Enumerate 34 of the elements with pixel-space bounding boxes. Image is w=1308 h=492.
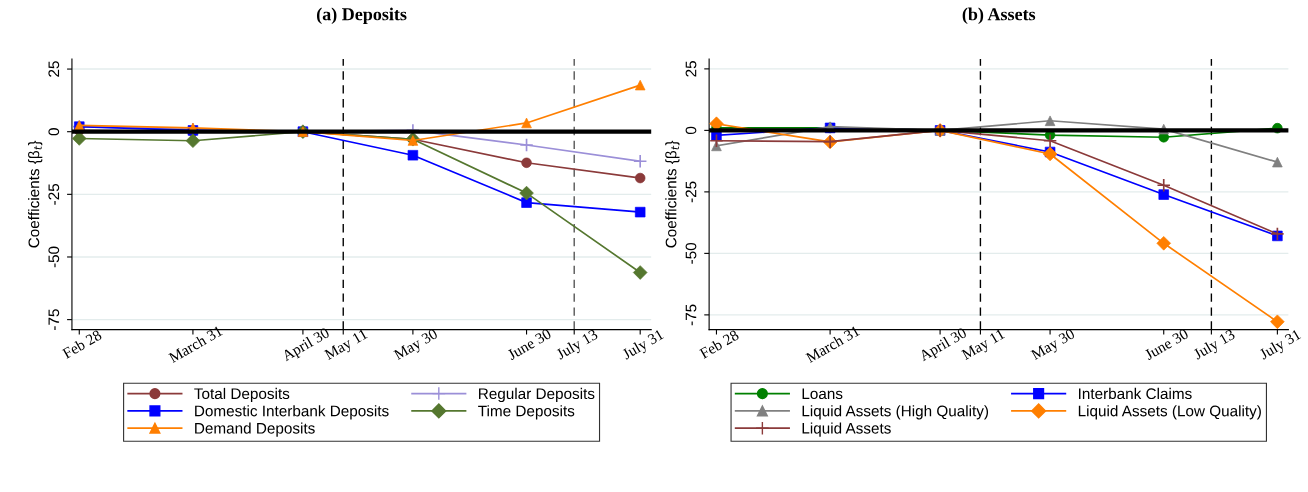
- legend-label: Demand Deposits: [195, 422, 315, 437]
- x-tick-label: June 30: [1143, 328, 1189, 361]
- y-tick-label: 25: [48, 61, 60, 77]
- y-tick-label: -25: [685, 181, 697, 203]
- legend-label: Liquid Assets (Low Quality): [1078, 405, 1261, 420]
- legend-label: Loans: [802, 388, 843, 400]
- y-tick-label: -50: [48, 246, 60, 268]
- y-axis-title: Coefficients {β$_{t}$}: [28, 140, 43, 248]
- y-tick-label: -50: [685, 242, 697, 264]
- x-tick-label: July 31: [1258, 328, 1303, 363]
- x-tick-label: July 31: [621, 328, 666, 363]
- legend-label: Time Deposits: [478, 405, 575, 420]
- chart-title: (b) Assets: [962, 7, 1036, 24]
- y-axis-title: Coefficients {β$_{t}$}: [665, 140, 680, 248]
- legend-label: Domestic Interbank Deposits: [195, 405, 389, 420]
- y-tick-label: 25: [685, 61, 697, 77]
- legend-label: Total Deposits: [194, 387, 290, 403]
- legend-label: Interbank Claims: [1079, 387, 1192, 400]
- x-tick-label: May 30: [393, 328, 440, 363]
- y-tick-label: -75: [685, 304, 697, 326]
- y-tick-label: 0: [48, 128, 60, 136]
- legend-label: Liquid Assets: [802, 422, 891, 437]
- x-tick-label: July 13: [555, 328, 600, 363]
- legend-label: Regular Deposits: [479, 387, 595, 403]
- chart-title: (a) Deposits: [316, 7, 407, 24]
- legend-label: Liquid Assets (High Quality): [802, 405, 989, 420]
- y-tick-label: 0: [685, 126, 697, 135]
- x-tick-label: June 30: [506, 328, 552, 361]
- x-tick-label: May 30: [1030, 328, 1077, 363]
- x-tick-label: Feb 28: [61, 329, 103, 359]
- y-tick-label: -75: [48, 309, 60, 330]
- x-tick-label: July 13: [1192, 328, 1238, 363]
- y-tick-label: -25: [48, 183, 60, 205]
- x-tick-label: Feb 28: [698, 329, 740, 359]
